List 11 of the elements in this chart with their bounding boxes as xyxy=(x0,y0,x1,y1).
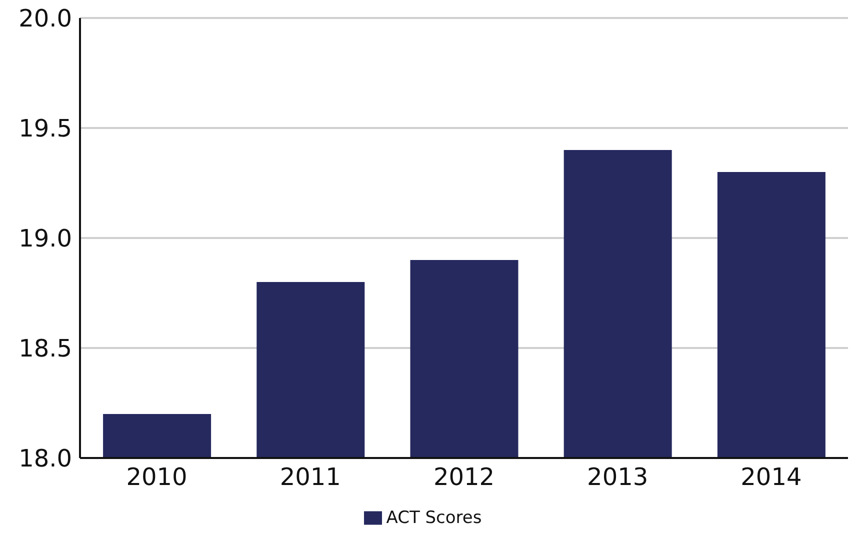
y-tick-label: 20.0 xyxy=(18,4,72,33)
y-tick-label: 18.0 xyxy=(18,444,72,473)
y-tick-label: 19.0 xyxy=(18,224,72,253)
legend-label: ACT Scores xyxy=(386,508,482,528)
x-tick-label: 2010 xyxy=(126,463,188,492)
y-tick-label: 18.5 xyxy=(18,334,72,363)
y-tick-label: 19.5 xyxy=(18,114,72,143)
x-tick-label: 2012 xyxy=(433,463,495,492)
x-tick-label: 2011 xyxy=(280,463,341,492)
x-tick-label: 2013 xyxy=(587,463,648,492)
x-tick-label: 2014 xyxy=(740,463,802,492)
